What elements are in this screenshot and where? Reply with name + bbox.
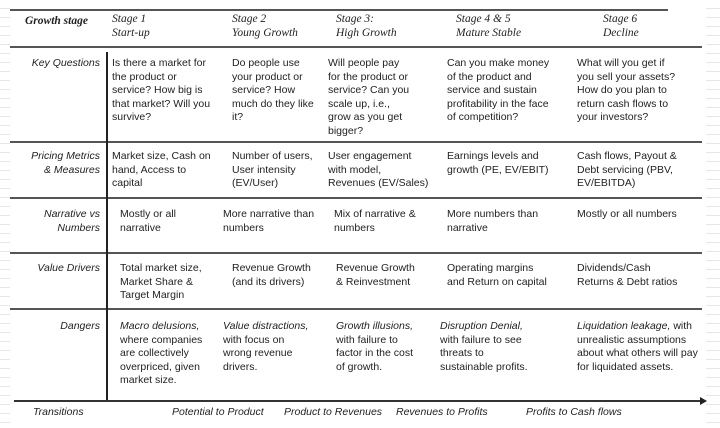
slide-decoration-right (706, 0, 720, 428)
key-questions-stage-1: Is there a market for the product or ser… (112, 57, 211, 124)
transition-revenues-to-profits: Revenues to Profits (396, 406, 488, 418)
row-label-dangers: Dangers (60, 320, 100, 332)
value-drivers-stage-4-5: Operating margins and Return on capital (447, 262, 547, 288)
stage-header-6: Stage 6 Decline (603, 13, 639, 39)
transition-product-to-revenues: Product to Revenues (284, 406, 383, 418)
narrative-stage-3: Mix of narrative & numbers (334, 208, 416, 234)
transitions-label: Transitions (33, 406, 84, 418)
narrative-stage-2: More narrative than numbers (223, 208, 315, 234)
slide-decoration-left (0, 0, 10, 428)
dangers-stage-1: Macro delusions, where companies are col… (120, 320, 203, 387)
arrowhead-icon (700, 397, 707, 405)
key-questions-stage-6: What will you get if you sell your asset… (577, 57, 676, 124)
dangers-stage-6: Liquidation leakage, with unrealistic as… (577, 320, 698, 373)
pricing-stage-3: User engagement with model, Revenues (EV… (328, 150, 429, 190)
value-drivers-stage-2: Revenue Growth (and its drivers) (232, 262, 311, 288)
dangers-stage-4-5: Disruption Denial, with failure to see t… (440, 320, 528, 373)
key-questions-stage-2: Do people use your product or service? H… (232, 57, 314, 124)
pricing-stage-1: Market size, Cash on hand, Access to cap… (112, 150, 211, 190)
pricing-stage-2: Number of users, User intensity (EV/User… (232, 150, 313, 190)
pricing-stage-6: Cash flows, Payout & Debt servicing (PBV… (577, 150, 677, 190)
key-questions-stage-4-5: Can you make money of the product and se… (447, 57, 550, 124)
table-top-rule (10, 9, 668, 11)
narrative-stage-1: Mostly or all narrative (120, 208, 177, 234)
row-divider (10, 46, 702, 48)
stage-header-1: Stage 1 Start-up (112, 13, 150, 39)
row-label-narrative-vs-numbers: Narrative vs Numbers (43, 208, 100, 234)
transition-profits-to-cash-flows: Profits to Cash flows (526, 406, 622, 418)
value-drivers-stage-6: Dividends/Cash Returns & Debt ratios (577, 262, 678, 288)
row-divider (10, 252, 702, 254)
timeline-arrow (14, 400, 702, 402)
value-drivers-stage-3: Revenue Growth & Reinvestment (336, 262, 415, 288)
growth-stage-label: Growth stage (25, 15, 88, 27)
narrative-stage-6: Mostly or all numbers (577, 208, 677, 220)
narrative-stage-4-5: More numbers than narrative (447, 208, 539, 234)
row-divider (10, 197, 702, 199)
stage-header-3: Stage 3: High Growth (336, 13, 397, 39)
vertical-axis-line (106, 52, 108, 402)
stage-header-4-5: Stage 4 & 5 Mature Stable (456, 13, 522, 39)
row-divider (10, 308, 702, 310)
stage-header-2: Stage 2 Young Growth (232, 13, 298, 39)
key-questions-stage-3: Will people pay for the product or servi… (328, 57, 410, 137)
row-divider (10, 141, 702, 143)
pricing-stage-4-5: Earnings levels and growth (PE, EV/EBIT) (447, 150, 549, 176)
row-label-key-questions: Key Questions (31, 57, 100, 69)
dangers-stage-3: Growth illusions, with failure to factor… (336, 320, 414, 373)
row-label-pricing-metrics: Pricing Metrics & Measures (31, 150, 100, 176)
value-drivers-stage-1: Total market size, Market Share & Target… (120, 262, 202, 302)
transition-potential-to-product: Potential to Product (172, 406, 264, 418)
dangers-stage-2: Value distractions, with focus on wrong … (223, 320, 309, 373)
row-label-value-drivers: Value Drivers (37, 262, 100, 274)
